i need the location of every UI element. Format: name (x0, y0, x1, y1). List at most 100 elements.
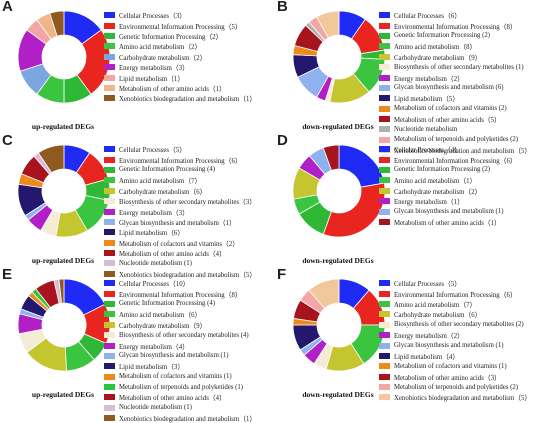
legend-swatch (104, 84, 115, 91)
legend-label: Metabolism of other amino acids（4） (119, 251, 226, 259)
legend-item: Environmental Information Processing（6） (104, 154, 274, 165)
legend-item: Metabolism of terpenoids and polyketides… (379, 382, 549, 392)
legend-label: Energy metabolism（4） (119, 343, 189, 351)
legend-label: Glycan biosynthesis and metabolism (1) (394, 208, 504, 216)
panel-a: A Cellular Processes（3） Environmental Inf… (0, 0, 275, 134)
legend-item: Metabolism of cofactors and vitamins（2） (104, 238, 274, 248)
legend-item: Cellular Processes（3） (104, 10, 274, 20)
legend-item: Carbohydrate metabolism（2） (104, 52, 274, 62)
legend-swatch (379, 384, 390, 391)
legend-label: Nucleotide metabolism (1) (119, 404, 192, 412)
legend-label: Biosynthesis of other secondary metaboli… (394, 321, 524, 329)
pie-slice-cellular-processes (338, 144, 385, 188)
caption-c: up-regulated DEGs (31, 256, 95, 265)
legend-item: Carbohydrate metabolism（9） (379, 52, 549, 62)
legend-swatch (379, 166, 390, 173)
legend-swatch (104, 12, 115, 19)
legend-label: Amino acid metabolism（7） (394, 301, 477, 309)
legend-label: Carbohydrate metabolism（6） (394, 312, 482, 320)
pie-slice-xenobiotics-biodegradation-and-metabolism (308, 278, 340, 309)
legend-item: Biosynthesis of other secondary metaboli… (379, 62, 549, 72)
legend-swatch (379, 332, 390, 339)
legend-item: Carbohydrate metabolism（6） (104, 186, 274, 196)
legend-label: Lipid metabolism（1） (119, 75, 185, 83)
panel-label-f: F (277, 266, 287, 283)
legend-item: Xenobiotics biodegradation and metabolis… (104, 93, 274, 103)
pie-slice-xenobiotics-biodegradation-and-metabolism (49, 10, 65, 37)
legend-item: Glycan biosynthesis and metabolism (1) (379, 206, 549, 216)
legend-label: Amino acid metabolism（8） (394, 44, 477, 52)
legend-label: Amino acid metabolism（2） (119, 44, 202, 52)
legend-swatch (104, 239, 115, 246)
legend-item: Metabolism of cofactors and vitamins (1) (104, 372, 274, 382)
legend-a: Cellular Processes（3） Environmental Infor… (104, 10, 274, 104)
legend-item: Amino acid metabolism（8） (379, 41, 549, 51)
legend-item: Nucleotide metabolism (379, 124, 549, 134)
legend-swatch (104, 74, 115, 81)
legend-label: Genetic Information Processing（2） (119, 33, 223, 41)
legend-swatch (104, 22, 115, 29)
legend-swatch (104, 373, 115, 380)
legend-swatch (379, 321, 390, 328)
legend-swatch (104, 260, 115, 267)
legend-item: Metabolism of other amino acids（4） (104, 392, 274, 402)
legend-swatch (104, 270, 115, 277)
legend-item: Metabolism of other amino acids（3） (379, 372, 549, 382)
legend-swatch (379, 342, 390, 349)
legend-swatch (379, 156, 390, 163)
caption-d: down-regulated DEGs (302, 256, 374, 265)
legend-swatch (104, 363, 115, 370)
legend-swatch (104, 290, 115, 297)
legend-label: Lipid metabolism（6） (119, 230, 185, 238)
legend-item: Environmental Information Processing（5） (104, 20, 274, 31)
legend-swatch (104, 342, 115, 349)
legend-label: Biosynthesis of other secondary metaboli… (119, 331, 249, 339)
legend-item: Energy metabolism（3） (104, 206, 274, 217)
legend-label: Carbohydrate metabolism（9） (119, 322, 207, 330)
legend-label: Genetic Information Processing (4) (119, 300, 216, 308)
legend-item: Lipid metabolism（1） (104, 72, 274, 83)
legend-label: Amino acid metabolism（6） (119, 312, 202, 320)
legend-label: Genetic Information Processing (4) (119, 166, 216, 174)
legend-item: Xenobiotics biodegradation and metabolis… (104, 413, 274, 423)
legend-swatch (379, 116, 390, 123)
legend-label: Cellular Processes（3） (119, 13, 187, 21)
legend-label: Metabolism of cofactors and vitamins (2) (394, 105, 507, 113)
caption-b: down-regulated DEGs (302, 122, 374, 131)
legend-label: Environmental Information Processing（6） (119, 157, 242, 165)
legend-label: Environmental Information Processing（5） (119, 23, 242, 31)
legend-label: Metabolism of cofactors and vitamins (1) (394, 362, 507, 370)
legend-item: Energy metabolism（4） (104, 340, 274, 351)
legend-item: Genetic Information Processing (2) (379, 31, 549, 41)
legend-swatch (379, 394, 390, 401)
legend-label: Environmental Information Processing（8） (394, 23, 517, 31)
legend-swatch (379, 146, 390, 153)
legend-item: Carbohydrate metabolism（9） (104, 320, 274, 330)
legend-swatch (379, 12, 390, 19)
legend-item: Metabolism of terpenoids and polyketides… (104, 382, 274, 392)
legend-d: Cellular Processes（4） Environmental Infor… (379, 144, 549, 227)
legend-swatch (104, 384, 115, 391)
legend-label: Environmental Information Processing（6） (394, 157, 517, 165)
legend-swatch (379, 22, 390, 29)
legend-item: Amino acid metabolism（2） (104, 41, 274, 51)
legend-item: Biosynthesis of other secondary metaboli… (104, 196, 274, 206)
legend-label: Carbohydrate metabolism（2） (119, 54, 207, 62)
legend-swatch (379, 218, 390, 225)
legend-label: Energy metabolism（2） (394, 75, 464, 83)
legend-label: Carbohydrate metabolism（9） (394, 54, 482, 62)
legend-swatch (379, 53, 390, 60)
legend-label: Nucleotide metabolism (394, 125, 458, 133)
legend-label: Energy metabolism（1） (394, 199, 464, 207)
legend-label: Metabolism of other amino acids（1） (394, 219, 501, 227)
legend-swatch (379, 352, 390, 359)
legend-swatch (379, 136, 390, 143)
legend-item: Lipid metabolism（6） (104, 227, 274, 237)
legend-item: Environmental Information Processing（6） (379, 288, 549, 299)
legend-label: Energy metabolism（3） (119, 65, 189, 73)
legend-label: Environmental Information Processing（8） (119, 291, 242, 299)
legend-swatch (379, 280, 390, 287)
legend-label: Metabolism of terpenoids and polyketides… (394, 136, 519, 144)
legend-item: Metabolism of other amino acids（1） (379, 217, 549, 227)
legend-swatch (379, 64, 390, 71)
